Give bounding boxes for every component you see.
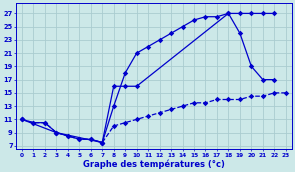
X-axis label: Graphe des températures (°c): Graphe des températures (°c) [83, 159, 225, 169]
